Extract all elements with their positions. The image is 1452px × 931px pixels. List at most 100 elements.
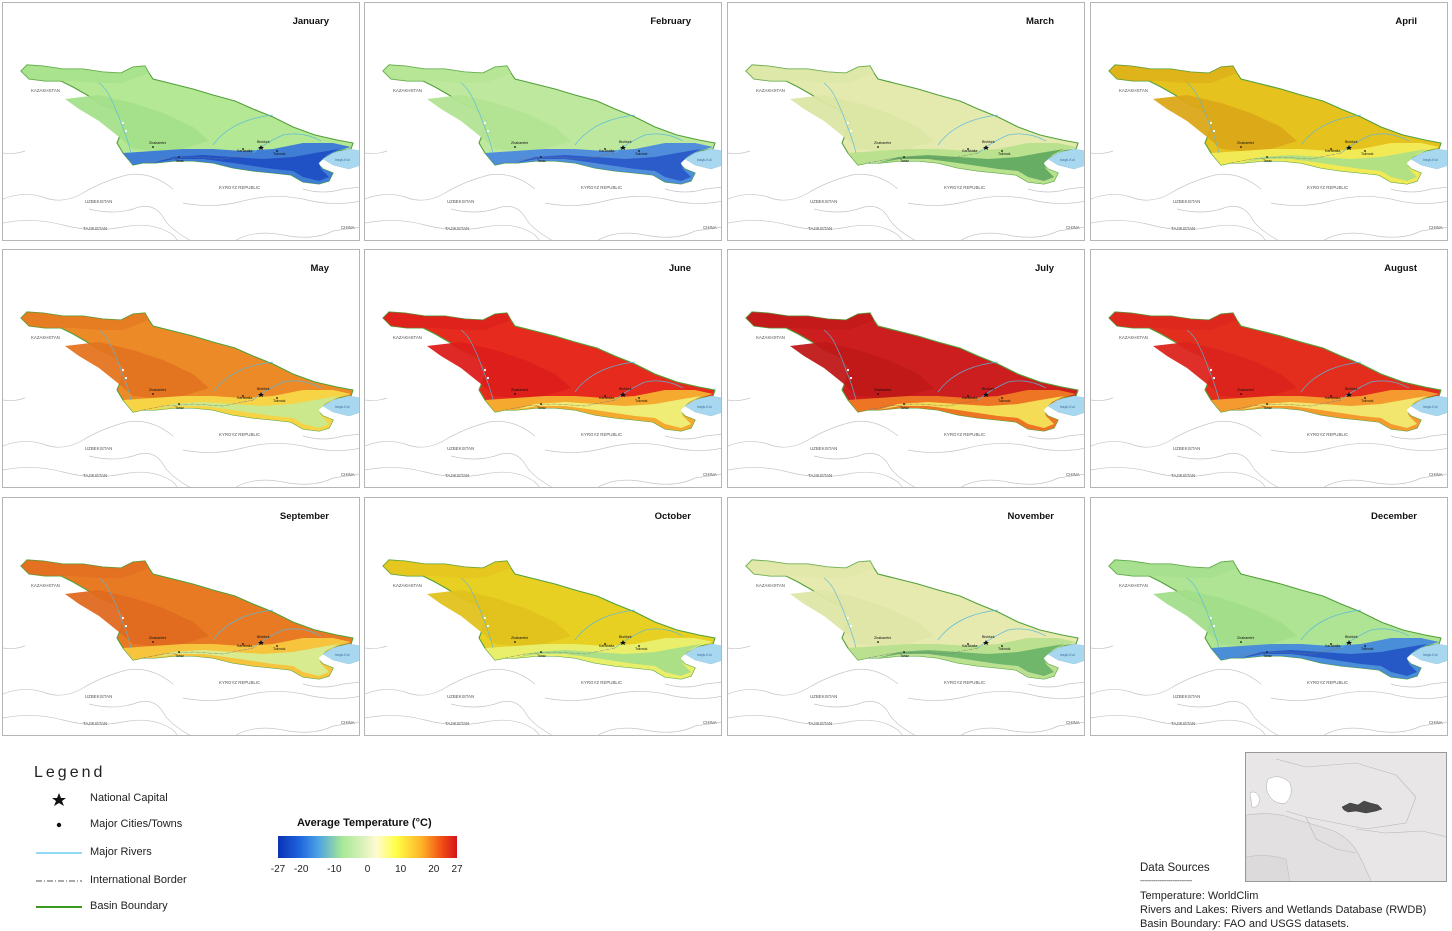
lowland-zone bbox=[65, 95, 209, 151]
svg-text:Karabalta: Karabalta bbox=[599, 149, 614, 153]
svg-text:Bishkek: Bishkek bbox=[257, 635, 270, 639]
label-tajikistan: TAJIKISTAN bbox=[1171, 473, 1195, 478]
svg-text:Karabalta: Karabalta bbox=[1325, 396, 1340, 400]
legend-label-national-capital: National Capital bbox=[90, 792, 168, 804]
svg-text:Zhabaretni: Zhabaretni bbox=[1237, 636, 1254, 640]
river-line-icon bbox=[36, 852, 82, 854]
svg-text:Tokmok: Tokmok bbox=[1361, 647, 1374, 651]
basin-map-november: KAZAKHSTAN KYRGYZ REPUBLIC UZBEKISTAN TA… bbox=[728, 559, 1084, 735]
label-tajikistan: TAJIKISTAN bbox=[808, 473, 832, 478]
lowland-zone bbox=[65, 342, 209, 398]
tail-zone bbox=[746, 560, 874, 578]
mountain-zone bbox=[515, 396, 701, 428]
svg-text:Tokmok: Tokmok bbox=[635, 152, 648, 156]
month-title: May bbox=[310, 263, 329, 274]
lowland-zone bbox=[790, 590, 934, 646]
label-kyrgyz: KYRGYZ REPUBLIC bbox=[219, 680, 260, 685]
lake bbox=[684, 148, 721, 170]
lowland-zone bbox=[1153, 342, 1297, 398]
svg-text:Karabalta: Karabalta bbox=[599, 644, 614, 648]
label-tajikistan: TAJIKISTAN bbox=[808, 226, 832, 231]
svg-text:Bishkek: Bishkek bbox=[619, 387, 632, 391]
svg-text:Issyk-Kul: Issyk-Kul bbox=[697, 653, 712, 657]
label-kazakhstan: KAZAKHSTAN bbox=[756, 583, 785, 588]
svg-text:Zhabaretni: Zhabaretni bbox=[874, 636, 891, 640]
map-panel-april: KAZAKHSTAN KYRGYZ REPUBLIC UZBEKISTAN TA… bbox=[1090, 2, 1448, 241]
label-kazakhstan: KAZAKHSTAN bbox=[1119, 583, 1148, 588]
svg-text:Karabalta: Karabalta bbox=[599, 396, 614, 400]
svg-text:Bishkek: Bishkek bbox=[982, 387, 995, 391]
label-tajikistan: TAJIKISTAN bbox=[83, 226, 107, 231]
label-kyrgyz: KYRGYZ REPUBLIC bbox=[944, 432, 985, 437]
label-china: CHINA bbox=[1429, 472, 1443, 477]
svg-text:Tokmok: Tokmok bbox=[273, 399, 286, 403]
basin-line-icon bbox=[36, 906, 82, 908]
map-panel-october: KAZAKHSTAN KYRGYZ REPUBLIC UZBEKISTAN TA… bbox=[364, 497, 722, 736]
month-title: December bbox=[1371, 511, 1417, 522]
svg-text:Tokmok: Tokmok bbox=[635, 647, 648, 651]
svg-text:Zhabaretni: Zhabaretni bbox=[149, 636, 166, 640]
svg-text:Taraz: Taraz bbox=[1263, 406, 1272, 410]
basin-map-july: KAZAKHSTAN KYRGYZ REPUBLIC UZBEKISTAN TA… bbox=[728, 311, 1084, 487]
svg-text:Zhabaretni: Zhabaretni bbox=[1237, 141, 1254, 145]
svg-text:Tokmok: Tokmok bbox=[635, 399, 648, 403]
svg-text:Tokmok: Tokmok bbox=[998, 647, 1011, 651]
colorbar-tick: -27 bbox=[270, 864, 286, 875]
tail-zone bbox=[383, 65, 511, 83]
label-uzbekistan: UZBEKISTAN bbox=[447, 694, 474, 699]
legend-label-major-rivers: Major Rivers bbox=[90, 846, 152, 858]
month-title: July bbox=[1034, 263, 1054, 274]
svg-text:Taraz: Taraz bbox=[175, 406, 184, 410]
label-tajikistan: TAJIKISTAN bbox=[445, 721, 469, 726]
svg-text:Issyk-Kul: Issyk-Kul bbox=[1423, 653, 1438, 657]
tail-zone bbox=[383, 312, 511, 330]
month-title: June bbox=[668, 263, 691, 274]
tail-zone bbox=[746, 312, 874, 330]
tail-zone bbox=[1109, 312, 1237, 330]
label-china: CHINA bbox=[341, 720, 355, 725]
svg-text:Issyk-Kul: Issyk-Kul bbox=[335, 405, 350, 409]
label-uzbekistan: UZBEKISTAN bbox=[1173, 199, 1200, 204]
lake bbox=[1410, 148, 1447, 170]
svg-text:Zhabaretni: Zhabaretni bbox=[149, 388, 166, 392]
svg-text:Bishkek: Bishkek bbox=[1345, 387, 1358, 391]
svg-text:Taraz: Taraz bbox=[900, 406, 909, 410]
lake bbox=[322, 148, 359, 170]
mountain-zone bbox=[153, 396, 339, 428]
lowland-zone bbox=[427, 590, 571, 646]
month-title: September bbox=[279, 511, 329, 522]
svg-text:Bishkek: Bishkek bbox=[1345, 635, 1358, 639]
lake bbox=[1047, 643, 1084, 665]
tail-zone bbox=[21, 560, 149, 578]
svg-text:Issyk-Kul: Issyk-Kul bbox=[1423, 158, 1438, 162]
month-title: February bbox=[650, 16, 691, 27]
svg-text:Zhabaretni: Zhabaretni bbox=[149, 141, 166, 145]
label-uzbekistan: UZBEKISTAN bbox=[810, 694, 837, 699]
label-tajikistan: TAJIKISTAN bbox=[445, 473, 469, 478]
lowland-zone bbox=[427, 342, 571, 398]
dot-icon bbox=[56, 822, 62, 828]
basin-map-january: KAZAKHSTAN KYRGYZ REPUBLIC UZBEKISTAN TA… bbox=[3, 64, 359, 240]
basin-map-may: KAZAKHSTAN KYRGYZ REPUBLIC UZBEKISTAN TA… bbox=[3, 311, 359, 487]
label-kazakhstan: KAZAKHSTAN bbox=[393, 583, 422, 588]
label-kyrgyz: KYRGYZ REPUBLIC bbox=[581, 432, 622, 437]
label-tajikistan: TAJIKISTAN bbox=[83, 473, 107, 478]
svg-text:Tokmok: Tokmok bbox=[273, 647, 286, 651]
lowland-zone bbox=[427, 95, 571, 151]
label-china: CHINA bbox=[341, 472, 355, 477]
label-uzbekistan: UZBEKISTAN bbox=[85, 446, 112, 451]
map-panel-september: KAZAKHSTAN KYRGYZ REPUBLIC UZBEKISTAN TA… bbox=[2, 497, 360, 736]
svg-text:Taraz: Taraz bbox=[900, 159, 909, 163]
basin-map-february: KAZAKHSTAN KYRGYZ REPUBLIC UZBEKISTAN TA… bbox=[365, 64, 721, 240]
svg-text:Issyk-Kul: Issyk-Kul bbox=[697, 158, 712, 162]
svg-text:Issyk-Kul: Issyk-Kul bbox=[335, 158, 350, 162]
lake bbox=[1410, 395, 1447, 417]
svg-text:Bishkek: Bishkek bbox=[982, 140, 995, 144]
data-sources-separator: ------------------------ bbox=[1140, 876, 1192, 885]
lake bbox=[1047, 148, 1084, 170]
label-kyrgyz: KYRGYZ REPUBLIC bbox=[219, 432, 260, 437]
svg-text:Issyk-Kul: Issyk-Kul bbox=[1423, 405, 1438, 409]
svg-text:Taraz: Taraz bbox=[1263, 159, 1272, 163]
legend-title: Legend bbox=[34, 764, 106, 781]
map-panel-july: KAZAKHSTAN KYRGYZ REPUBLIC UZBEKISTAN TA… bbox=[727, 249, 1085, 488]
